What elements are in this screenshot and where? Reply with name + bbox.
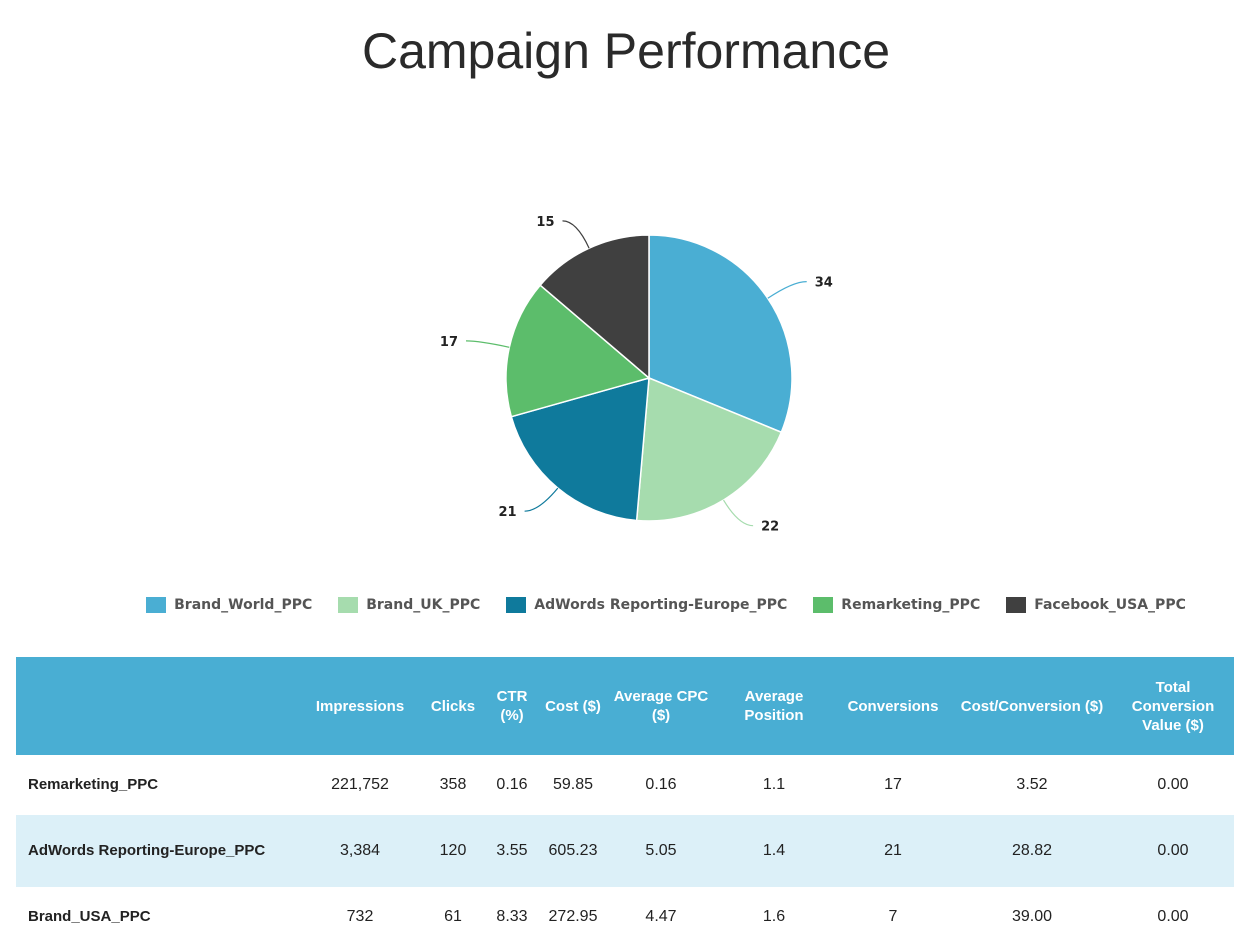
- table-cell: 17: [834, 755, 952, 815]
- table-cell: 1.4: [714, 815, 834, 887]
- pie-slice[interactable]: [505, 284, 651, 418]
- campaign-table: Impressions Clicks CTR (%) Cost ($) Aver…: [16, 657, 1234, 947]
- table-header-row: Impressions Clicks CTR (%) Cost ($) Aver…: [16, 657, 1234, 755]
- legend-swatch: [338, 597, 359, 613]
- table-cell: 120: [420, 815, 486, 887]
- legend-item-brand-uk[interactable]: Brand_UK_PPC: [338, 593, 480, 617]
- table-cell: 4.47: [608, 887, 714, 947]
- legend-label: Remarketing_PPC: [841, 597, 981, 613]
- slice-value-label: 17: [440, 335, 458, 350]
- slice-value-label: 21: [499, 505, 517, 520]
- column-header: Impressions: [300, 657, 420, 755]
- legend-label: Brand_World_PPC: [174, 597, 313, 613]
- column-header: [16, 657, 300, 755]
- campaign-name-cell: AdWords Reporting-Europe_PPC: [16, 815, 300, 887]
- chart-legend: Brand_World_PPC Brand_UK_PPC AdWords Rep…: [40, 593, 1252, 617]
- column-header: Clicks: [420, 657, 486, 755]
- column-header: Cost ($): [538, 657, 608, 755]
- table-cell: 0.16: [608, 755, 714, 815]
- table-cell: 28.82: [952, 815, 1112, 887]
- table-cell: 39.00: [952, 887, 1112, 947]
- legend-label: Facebook_USA_PPC: [1034, 597, 1186, 613]
- slice-value-label: 34: [815, 276, 833, 291]
- column-header: Conversions: [834, 657, 952, 755]
- column-header: CTR (%): [486, 657, 538, 755]
- column-header: Average Position: [714, 657, 834, 755]
- campaign-name-cell: Brand_USA_PPC: [16, 887, 300, 947]
- legend-item-remarketing[interactable]: Remarketing_PPC: [813, 593, 980, 617]
- table-cell: 605.23: [538, 815, 608, 887]
- legend-swatch: [1006, 597, 1027, 613]
- table-cell: 61: [420, 887, 486, 947]
- legend-item-brand-world[interactable]: Brand_World_PPC: [146, 593, 312, 617]
- slice-connector: [465, 340, 510, 348]
- table-cell: 358: [420, 755, 486, 815]
- table-cell: 0.16: [486, 755, 538, 815]
- table-cell: 21: [834, 815, 952, 887]
- slice-value-label: 15: [536, 215, 554, 230]
- table-cell: 272.95: [538, 887, 608, 947]
- legend-item-facebook-usa[interactable]: Facebook_USA_PPC: [1006, 593, 1186, 617]
- table-row: AdWords Reporting-Europe_PPC 3,384 120 3…: [16, 815, 1234, 887]
- table-cell: 59.85: [538, 755, 608, 815]
- pie-slice[interactable]: [539, 234, 650, 380]
- table-cell: 3,384: [300, 815, 420, 887]
- legend-item-adwords-europe[interactable]: AdWords Reporting-Europe_PPC: [506, 593, 787, 617]
- table-cell: 0.00: [1112, 887, 1234, 947]
- slice-value-label: 22: [761, 520, 779, 535]
- legend-swatch: [506, 597, 527, 613]
- column-header: Average CPC ($): [608, 657, 714, 755]
- slice-connector: [767, 281, 807, 299]
- column-header: Cost/Conversion ($): [952, 657, 1112, 755]
- slice-connector: [562, 220, 590, 249]
- pie-slice[interactable]: [648, 234, 793, 434]
- campaign-name-cell: Remarketing_PPC: [16, 755, 300, 815]
- table-cell: 1.6: [714, 887, 834, 947]
- table-cell: 221,752: [300, 755, 420, 815]
- pie-slice[interactable]: [635, 376, 783, 522]
- table-cell: 1.1: [714, 755, 834, 815]
- legend-swatch: [146, 597, 167, 613]
- pie-chart: 34 22 21 17 15: [440, 215, 833, 535]
- table-cell: 3.55: [486, 815, 538, 887]
- table-row: Brand_USA_PPC 732 61 8.33 272.95 4.47 1.…: [16, 887, 1234, 947]
- table-cell: 0.00: [1112, 755, 1234, 815]
- table-cell: 5.05: [608, 815, 714, 887]
- table-cell: 3.52: [952, 755, 1112, 815]
- column-header: Total Conversion Value ($): [1112, 657, 1234, 755]
- legend-swatch: [813, 597, 834, 613]
- slice-connector: [524, 487, 559, 512]
- legend-label: AdWords Reporting-Europe_PPC: [534, 597, 788, 613]
- page-title: Campaign Performance: [361, 23, 891, 79]
- slice-connector: [722, 499, 754, 527]
- table-cell: 8.33: [486, 887, 538, 947]
- table-row: Remarketing_PPC 221,752 358 0.16 59.85 0…: [16, 755, 1234, 815]
- table-cell: 732: [300, 887, 420, 947]
- table-cell: 0.00: [1112, 815, 1234, 887]
- legend-label: Brand_UK_PPC: [366, 597, 481, 613]
- table-cell: 7: [834, 887, 952, 947]
